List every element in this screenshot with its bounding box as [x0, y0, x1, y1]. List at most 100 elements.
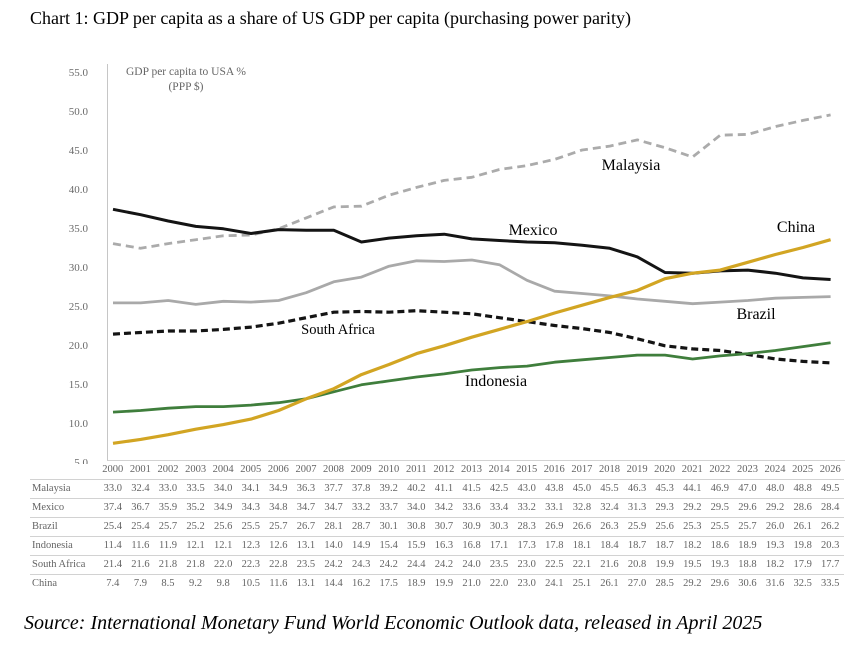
table-value-cell: 10.5: [241, 578, 260, 589]
row-label: China: [32, 578, 58, 589]
table-value-cell: 26.1: [600, 578, 619, 589]
table-value-cell: 29.2: [678, 498, 707, 518]
table-value-cell: 35.9: [154, 498, 182, 518]
table-value-cell: 36.7: [126, 498, 155, 518]
table-value-cell: 15.9: [402, 536, 431, 556]
table-value-cell: 33.7: [374, 498, 403, 518]
year-label: 2023: [733, 461, 762, 480]
table-row-malaysia: Malaysia 33.0 32.4 33.0 33.5 34.0 34.1 34.9 36.3…: [30, 479, 845, 499]
table-value-cell: 18.9: [733, 536, 762, 556]
y-axis-tick-label: 40.0: [69, 184, 89, 196]
y-axis-tick-label: 20.0: [69, 340, 89, 352]
table-value-cell: 17.1: [485, 536, 513, 556]
table-value-cell: 48.8: [788, 479, 817, 499]
table-value-cell: 22.8: [264, 555, 293, 575]
table-value-cell: 17.7: [816, 555, 845, 575]
table-value-cell: 34.0: [402, 498, 431, 518]
table-value-cell: 19.5: [678, 555, 707, 575]
table-value-cell: 29.6: [710, 578, 730, 589]
y-axis-tick-label: 25.0: [69, 301, 89, 313]
table-value-cell: 8.5: [161, 578, 175, 589]
table-value-cell: 21.4: [99, 555, 127, 575]
table-value-cell: 28.4: [816, 498, 845, 518]
year-label: 2002: [154, 461, 182, 480]
table-value-cell: 22.1: [568, 555, 596, 575]
table-value-cell: 34.2: [430, 498, 458, 518]
table-value-cell: 37.8: [347, 479, 375, 499]
table-corner-cell: [30, 461, 99, 480]
table-value-cell: 33.2: [347, 498, 375, 518]
year-label: 2025: [788, 461, 817, 480]
row-label: Indonesia: [30, 536, 99, 556]
table-value-cell: 26.7: [292, 517, 320, 537]
table-value-cell: 33.2: [512, 498, 541, 518]
table-value-cell: 12.1: [209, 536, 237, 556]
table-value-cell: 34.3: [236, 498, 265, 518]
table-value-cell: 25.3: [678, 517, 707, 537]
table-value-cell: 23.5: [485, 555, 513, 575]
chart-title: Chart 1: GDP per capita as a share of US…: [30, 8, 631, 28]
table-value-cell: 31.6: [765, 578, 785, 589]
row-label: Malaysia: [30, 479, 99, 499]
table-value-cell: 20.3: [816, 536, 845, 556]
table-value-cell: 30.6: [738, 578, 757, 589]
table-value-cell: 24.2: [319, 555, 348, 575]
table-value-cell: 18.8: [733, 555, 762, 575]
table-value-cell: 41.5: [457, 479, 486, 499]
table-value-cell: 34.1: [236, 479, 265, 499]
table-value-cell: 16.3: [430, 536, 458, 556]
year-label: 2013: [457, 461, 486, 480]
table-value-cell: 17.9: [788, 555, 817, 575]
year-label: 2000: [99, 461, 127, 480]
table-value-cell: 30.3: [485, 517, 513, 537]
year-label: 2012: [430, 461, 458, 480]
row-label: Mexico: [30, 498, 99, 518]
table-value-cell: 17.5: [379, 578, 398, 589]
table-value-cell: 34.8: [264, 498, 293, 518]
table-value-cell: 43.0: [512, 479, 541, 499]
series-line-malaysia: [112, 113, 831, 250]
table-value-cell: 25.5: [706, 517, 734, 537]
table-value-cell: 14.9: [347, 536, 375, 556]
table-value-cell: 16.2: [351, 578, 371, 589]
year-label: 2022: [706, 461, 734, 480]
table-value-cell: 34.7: [319, 498, 348, 518]
table-value-cell: 13.1: [292, 536, 320, 556]
table-value-cell: 45.0: [568, 479, 596, 499]
table-value-cell: 25.7: [733, 517, 762, 537]
table-value-cell: 18.2: [761, 555, 789, 575]
table-value-cell: 12.3: [236, 536, 265, 556]
table-value-cell: 35.2: [181, 498, 210, 518]
table-value-cell: 25.4: [99, 517, 127, 537]
table-value-cell: 7.9: [133, 578, 147, 589]
table-value-cell: 49.5: [816, 479, 845, 499]
table-value-cell: 29.2: [683, 578, 702, 589]
table-value-cell: 24.1: [545, 578, 564, 589]
series-line-china: [112, 238, 832, 445]
table-value-cell: 33.0: [99, 479, 127, 499]
year-label: 2017: [568, 461, 596, 480]
year-label: 2019: [623, 461, 651, 480]
table-value-cell: 25.4: [126, 517, 155, 537]
table-value-cell: 21.6: [126, 555, 155, 575]
y-axis-tick-label: 50.0: [69, 106, 89, 118]
table-value-cell: 24.2: [430, 555, 458, 575]
table-value-cell: 11.6: [269, 578, 288, 589]
table-value-cell: 11.6: [126, 536, 155, 556]
table-value-cell: 21.6: [595, 555, 624, 575]
series-label-china: China: [777, 219, 815, 236]
table-value-cell: 18.2: [678, 536, 707, 556]
table-value-cell: 48.0: [761, 479, 789, 499]
y-axis-tick-label: 5.0: [74, 457, 88, 464]
table-value-cell: 43.8: [540, 479, 569, 499]
table-value-cell: 25.5: [236, 517, 265, 537]
year-label: 2005: [236, 461, 265, 480]
table-value-cell: 21.0: [462, 578, 481, 589]
row-label: South Africa: [30, 555, 99, 575]
series-label-indonesia: Indonesia: [465, 373, 527, 390]
y-axis-title-line1: GDP per capita to USA %: [126, 66, 246, 78]
series-line-indonesia: [112, 341, 831, 414]
year-label: 2024: [761, 461, 789, 480]
year-label: 2001: [126, 461, 155, 480]
